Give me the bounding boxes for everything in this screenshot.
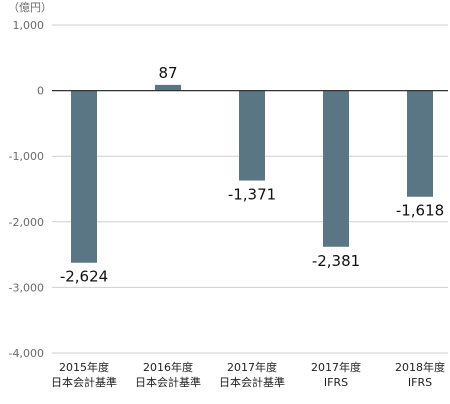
bars (71, 84, 433, 263)
y-tick-label: 0 (37, 85, 44, 98)
y-tick-label: -3,000 (9, 281, 44, 294)
category-label-line: 2015年度 (59, 360, 109, 374)
category-label-line: 2017年度 (311, 360, 361, 374)
bar (155, 84, 181, 91)
category-label: 2015年度日本会計基準 (51, 360, 117, 389)
value-label: -2,624 (60, 268, 108, 286)
category-label-line: 2016年度 (143, 360, 193, 374)
bar (323, 90, 349, 247)
gridlines (52, 24, 448, 354)
y-tick-label: -4,000 (9, 347, 44, 360)
y-tick-label: -1,000 (9, 150, 44, 163)
value-label: -1,618 (396, 202, 444, 220)
category-label-line: IFRS (324, 376, 348, 389)
category-label: 2016年度日本会計基準 (135, 360, 201, 389)
category-label: 2018年度 IFRS (395, 360, 445, 389)
category-label-line: 2018年度 (395, 360, 445, 374)
category-label-line: 2017年度 (227, 360, 277, 374)
bar (71, 90, 97, 263)
bar (407, 90, 433, 197)
category-labels: 2015年度日本会計基準2016年度日本会計基準2017年度日本会計基準2017… (51, 360, 445, 389)
value-label: -1,371 (228, 186, 276, 204)
value-label: 87 (158, 64, 177, 82)
category-label-line: 日本会計基準 (135, 375, 201, 389)
y-tick-label: 1,000 (13, 19, 45, 32)
category-label-line: IFRS (408, 376, 432, 389)
unit-label: （億円） (8, 1, 52, 14)
category-label: 2017年度日本会計基準 (219, 360, 285, 389)
value-labels: -2,624 87 -1,371 -2,381 -1,618 (60, 64, 444, 286)
category-label-line: 日本会計基準 (51, 375, 117, 389)
bar (239, 90, 265, 181)
category-label-line: 日本会計基準 (219, 375, 285, 389)
y-axis-tick-labels: 1,000 0 -1,000 -2,000 -3,000 -4,000 (9, 19, 44, 360)
y-tick-label: -2,000 (9, 216, 44, 229)
value-label: -2,381 (312, 252, 360, 270)
category-label: 2017年度 IFRS (311, 360, 361, 389)
